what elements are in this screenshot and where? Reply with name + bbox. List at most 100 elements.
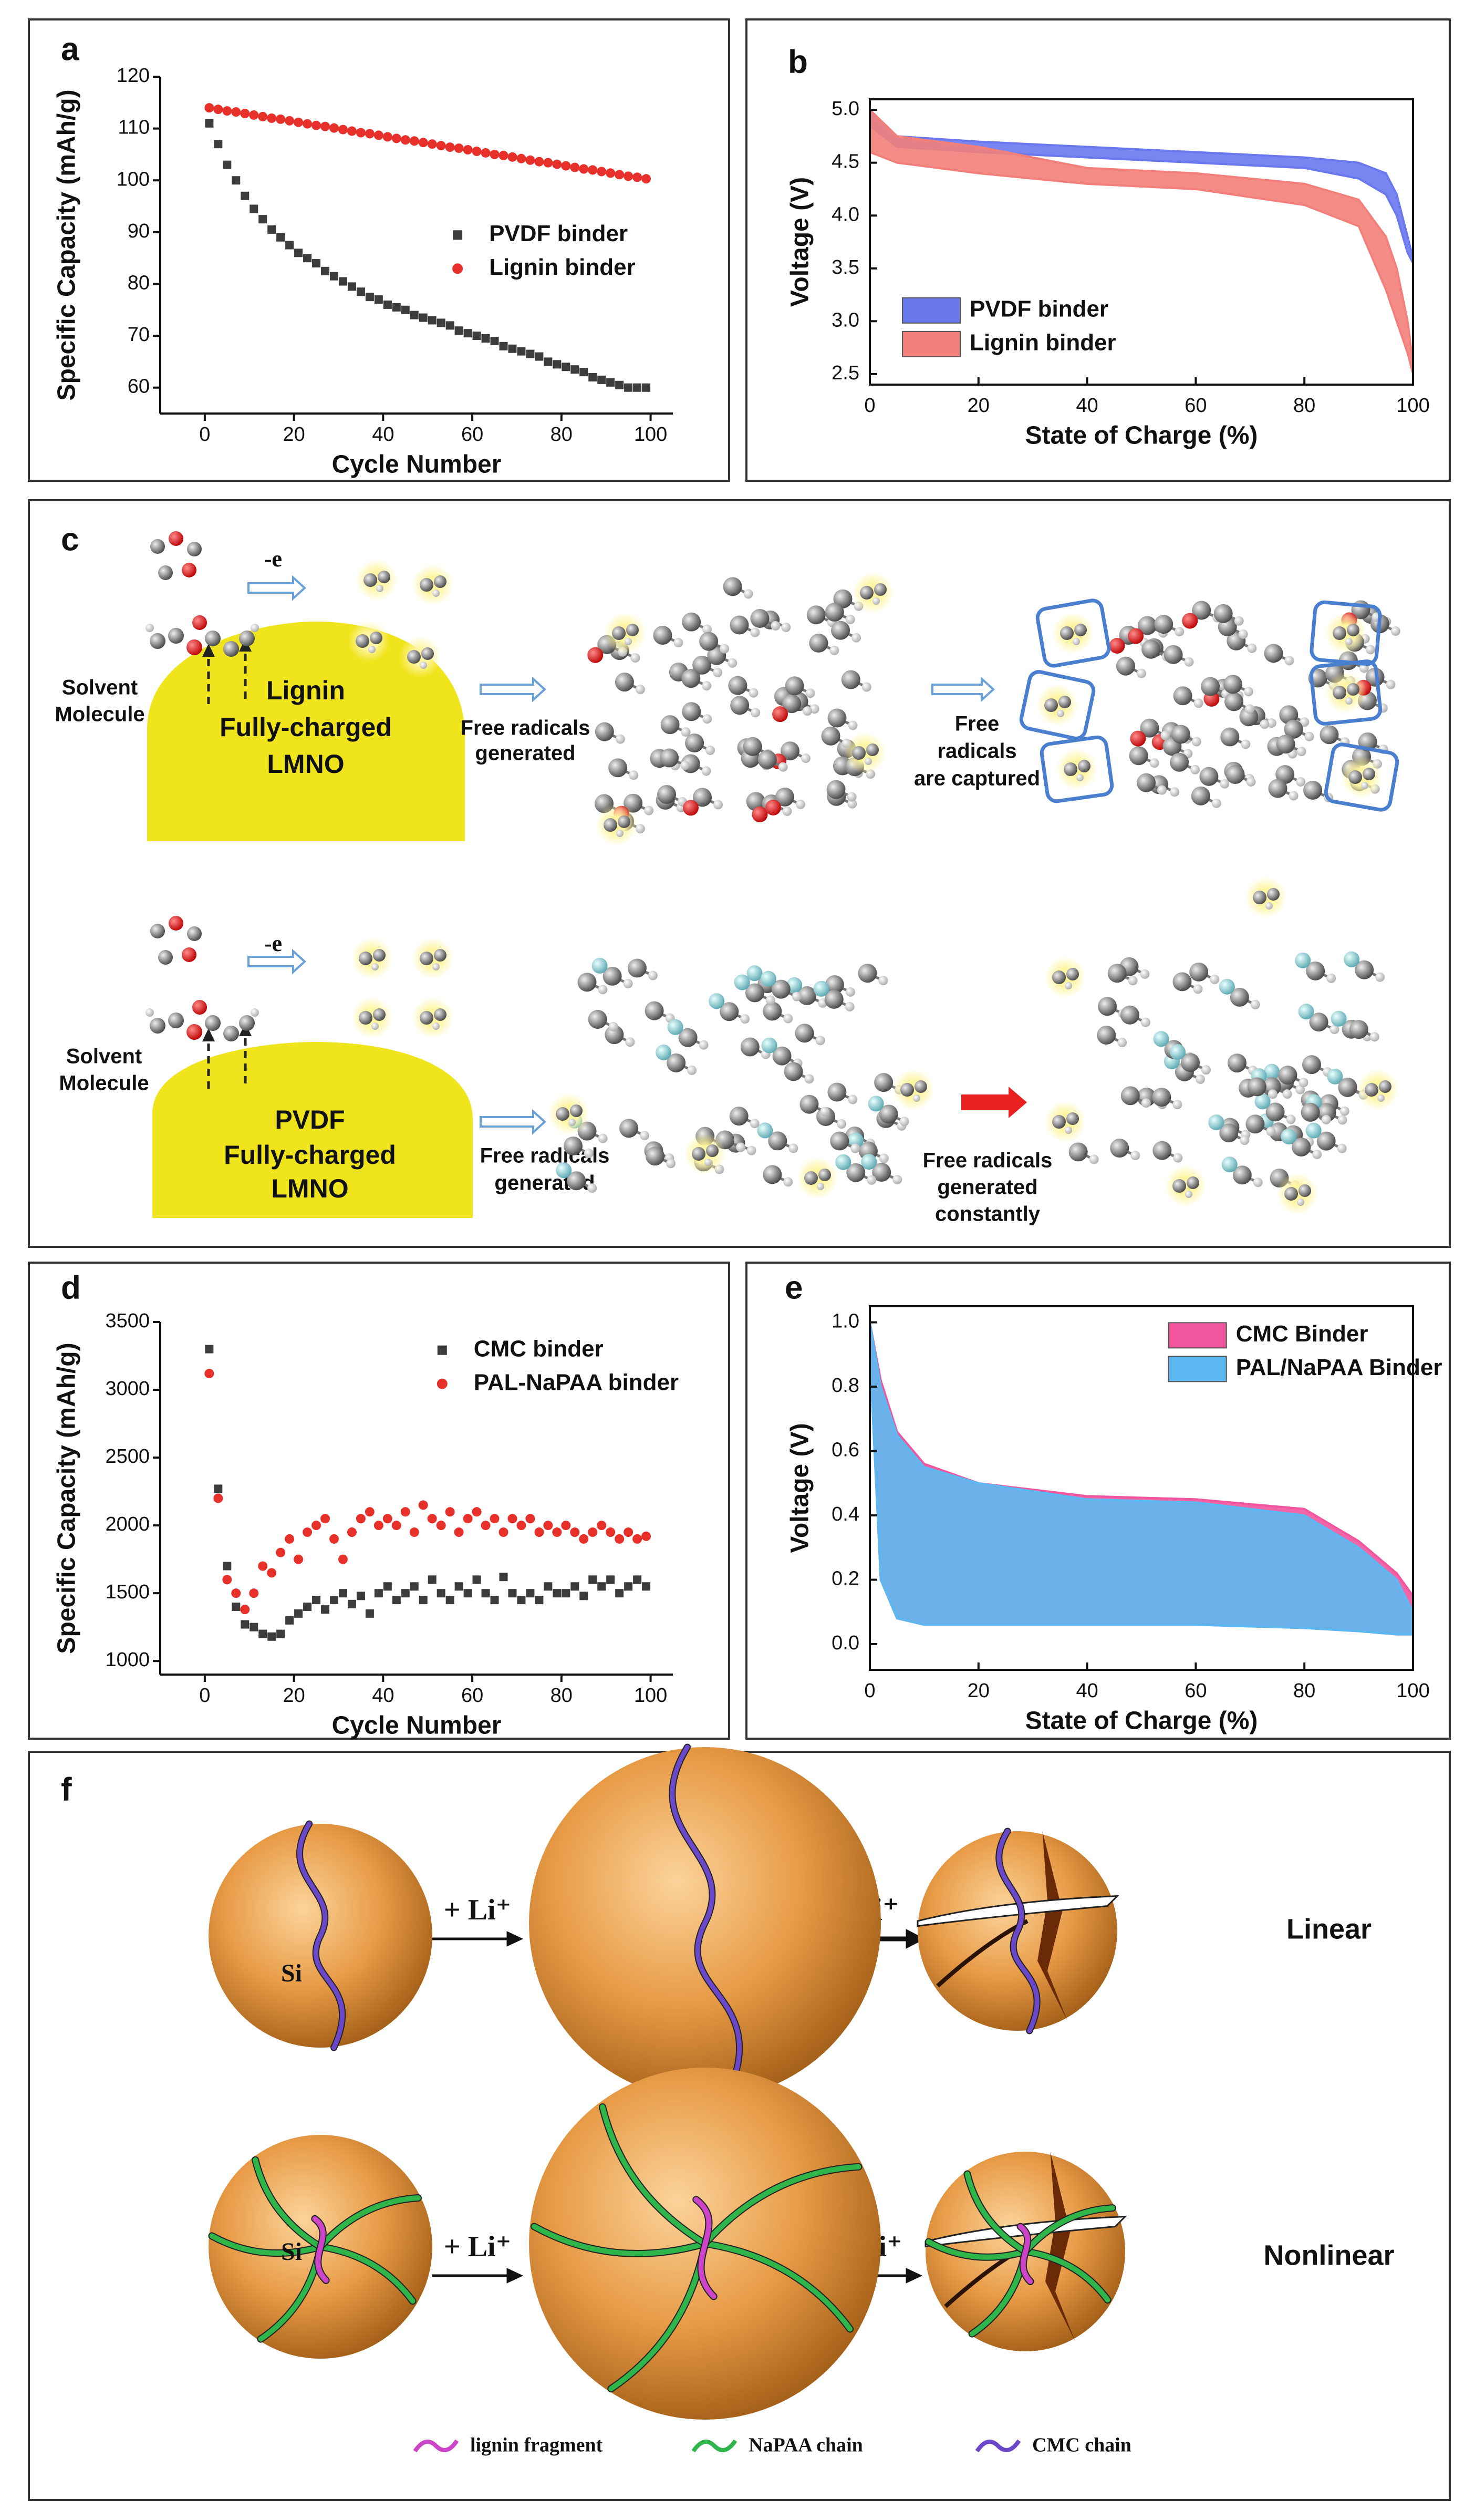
atom	[1210, 974, 1220, 984]
atom	[1066, 968, 1079, 980]
panel-label: c	[61, 521, 79, 557]
point	[249, 1588, 259, 1598]
atom	[1117, 1038, 1127, 1048]
point	[249, 110, 259, 120]
atom	[1064, 762, 1077, 776]
atom	[720, 1002, 739, 1021]
atom	[192, 1000, 207, 1015]
atom	[1296, 747, 1306, 757]
point	[516, 1521, 526, 1531]
atom	[865, 758, 872, 765]
point	[392, 1596, 401, 1605]
y-tick-label: 2.5	[832, 362, 859, 384]
point	[205, 119, 214, 128]
atom	[1219, 1123, 1239, 1143]
atom	[1361, 782, 1368, 789]
x-axis-title: Cycle Number	[332, 451, 502, 479]
band-edge	[869, 1322, 1414, 1613]
atom	[841, 670, 860, 689]
atom	[806, 605, 826, 625]
atom	[750, 627, 760, 637]
atom	[702, 714, 712, 724]
chain	[1023, 2205, 1115, 2254]
atom	[813, 980, 829, 997]
chain	[702, 2164, 861, 2246]
atom	[878, 976, 888, 986]
point	[294, 117, 304, 127]
atom	[1116, 656, 1136, 676]
atom	[713, 667, 723, 677]
atom	[892, 1175, 902, 1185]
chain	[253, 2157, 323, 2249]
step-label: Free radicals	[461, 717, 590, 740]
atom	[1153, 1031, 1169, 1047]
band-edge	[869, 151, 1414, 375]
atom	[772, 1046, 792, 1066]
y-tick-label: 3.5	[832, 256, 859, 278]
atom	[1066, 1112, 1079, 1125]
atom	[803, 706, 813, 716]
atom	[587, 1183, 597, 1193]
x-axis-title: State of Charge (%)	[1025, 1707, 1258, 1735]
atom	[692, 655, 712, 675]
atom	[1326, 973, 1336, 983]
atom	[1098, 997, 1117, 1016]
atom	[169, 916, 183, 931]
atom	[1240, 1135, 1250, 1145]
atom	[1247, 643, 1257, 653]
point	[391, 1521, 401, 1531]
atom	[835, 1154, 851, 1170]
point	[561, 161, 571, 171]
atom	[809, 704, 819, 714]
point	[214, 1484, 223, 1493]
point	[526, 1589, 535, 1598]
point	[553, 360, 562, 369]
point	[507, 1514, 517, 1524]
legend-marker	[437, 1345, 447, 1355]
atom	[635, 824, 645, 834]
atom	[858, 964, 877, 983]
y-tick-label: 70	[128, 324, 150, 346]
atom	[420, 952, 433, 965]
point	[320, 1514, 330, 1524]
atom	[205, 1015, 221, 1031]
point	[409, 136, 419, 146]
atom	[604, 818, 617, 832]
atom	[182, 563, 196, 577]
point	[231, 107, 241, 117]
atom	[1289, 791, 1299, 801]
point	[382, 132, 392, 142]
atom	[1170, 1044, 1186, 1060]
atom	[627, 958, 647, 978]
point	[303, 119, 313, 129]
point	[329, 272, 338, 281]
point	[472, 147, 482, 157]
x-axis-title: State of Charge (%)	[1025, 422, 1258, 450]
atom	[1073, 638, 1080, 645]
point	[490, 149, 500, 159]
atom	[1137, 773, 1156, 792]
point	[454, 143, 464, 153]
atom	[660, 748, 679, 768]
panel-b-frame	[745, 18, 1451, 482]
atom	[757, 1122, 773, 1139]
atom	[1275, 765, 1295, 784]
atom	[359, 952, 372, 965]
atom	[692, 788, 712, 807]
atom	[605, 1025, 624, 1045]
atom	[1172, 972, 1192, 992]
atom	[1191, 737, 1201, 747]
point	[303, 1602, 312, 1611]
atom	[750, 609, 770, 628]
atom	[1192, 601, 1211, 620]
y-tick-label: 2000	[105, 1513, 150, 1535]
capture-box	[1019, 670, 1096, 740]
atom	[150, 539, 165, 554]
atom	[619, 1119, 639, 1138]
y-tick-label: 120	[117, 65, 150, 87]
point	[347, 282, 356, 291]
point	[347, 1527, 357, 1537]
atom	[1339, 1106, 1349, 1116]
step-label: generated	[937, 1176, 1037, 1199]
point	[250, 204, 258, 213]
